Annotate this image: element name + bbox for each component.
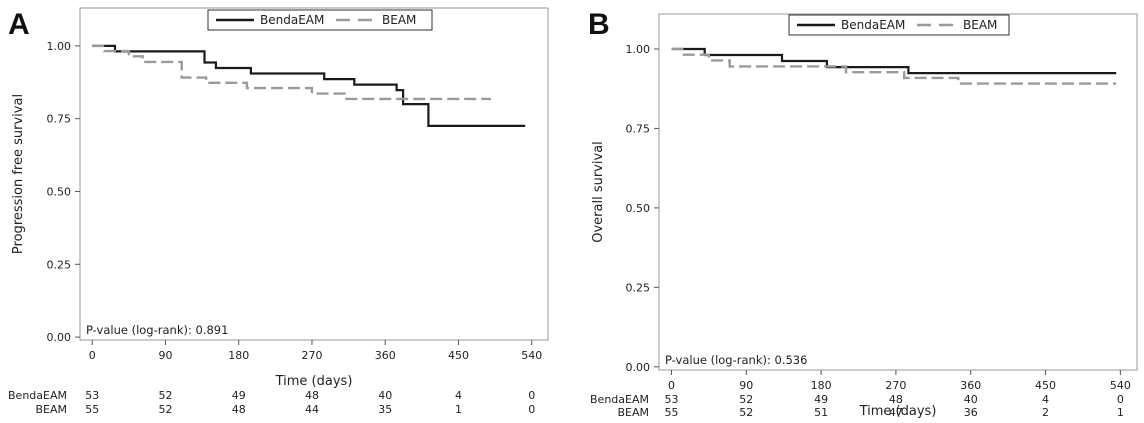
risk-value: 49 bbox=[232, 389, 246, 402]
x-tick-label: 360 bbox=[375, 349, 396, 362]
x-tick-label: 180 bbox=[811, 379, 832, 392]
x-tick-label: 0 bbox=[668, 379, 675, 392]
legend-box bbox=[207, 9, 433, 31]
y-tick-label: 0.00 bbox=[626, 361, 651, 374]
risk-row-label: BendaEAM bbox=[8, 389, 67, 402]
x-tick-label: 360 bbox=[960, 379, 981, 392]
risk-value: 52 bbox=[158, 389, 172, 402]
risk-value: 4 bbox=[455, 389, 462, 402]
risk-value: 40 bbox=[378, 389, 392, 402]
x-tick-label: 90 bbox=[158, 349, 172, 362]
risk-value: 55 bbox=[664, 406, 678, 419]
series-line-bendaeam bbox=[92, 44, 526, 127]
x-axis-label: Time (days) bbox=[275, 374, 353, 389]
y-tick-label: 0.25 bbox=[626, 281, 651, 294]
risk-value: 53 bbox=[85, 389, 99, 402]
risk-value: 55 bbox=[85, 403, 99, 416]
risk-value: 53 bbox=[664, 393, 678, 406]
y-tick-label: 0.00 bbox=[47, 331, 72, 344]
x-tick-label: 270 bbox=[885, 379, 906, 392]
risk-value: 2 bbox=[1042, 406, 1049, 419]
y-axis-label: Overall survival bbox=[591, 141, 606, 243]
y-tick-label: 0.50 bbox=[47, 185, 72, 198]
x-tick-label: 540 bbox=[1110, 379, 1131, 392]
plot-frame bbox=[658, 13, 1138, 371]
risk-value: 48 bbox=[305, 389, 319, 402]
risk-row-label: BendaEAM bbox=[590, 393, 649, 406]
risk-value: 0 bbox=[528, 403, 535, 416]
risk-value: 47 bbox=[889, 406, 903, 419]
risk-value: 36 bbox=[964, 406, 978, 419]
risk-value: 40 bbox=[964, 393, 978, 406]
plot-frame bbox=[79, 7, 549, 341]
risk-value: 52 bbox=[739, 406, 753, 419]
x-tick-label: 270 bbox=[301, 349, 322, 362]
x-tick-label: 450 bbox=[1035, 379, 1056, 392]
legend: BendaEAM BEAM bbox=[788, 14, 1010, 36]
legend-label-beam: BEAM bbox=[382, 13, 416, 27]
risk-value: 1 bbox=[455, 403, 462, 416]
legend-label-bendaeam: BendaEAM bbox=[841, 18, 905, 32]
risk-value: 1 bbox=[1117, 406, 1124, 419]
series-line-beam bbox=[671, 47, 1117, 85]
chart-panel-b: B0 90 180 270 360 450 5400.000.250.500.751.00T… bbox=[588, 8, 1138, 419]
x-axis-label: Time (days) bbox=[859, 404, 937, 419]
x-tick-label: 90 bbox=[739, 379, 753, 392]
x-tick-label: 540 bbox=[521, 349, 542, 362]
risk-value: 51 bbox=[814, 406, 828, 419]
risk-value: 49 bbox=[814, 393, 828, 406]
chart-panel-a: A 0 90 180 270 360 450 540 0.00 0.25 0.50 0.75 1.00 T… bbox=[8, 7, 549, 416]
risk-row-label: BEAM bbox=[617, 406, 649, 419]
legend-label-beam: BEAM bbox=[963, 18, 997, 32]
y-tick-label: 0.25 bbox=[47, 258, 72, 271]
risk-value: 52 bbox=[739, 393, 753, 406]
x-tick-label: 450 bbox=[448, 349, 469, 362]
y-tick-label: 1.00 bbox=[47, 40, 72, 53]
y-tick-label: 0.75 bbox=[626, 122, 651, 135]
x-tick-label: 0 bbox=[89, 349, 96, 362]
series-line-bendaeam bbox=[671, 47, 1117, 75]
p-value-annotation: P-value (log-rank): 0.891 bbox=[86, 323, 228, 337]
panel-letter: B bbox=[588, 8, 610, 41]
risk-value: 35 bbox=[378, 403, 392, 416]
x-tick-label: 180 bbox=[228, 349, 249, 362]
risk-row-label: BEAM bbox=[35, 403, 67, 416]
legend-label-bendaeam: BendaEAM bbox=[260, 13, 324, 27]
p-value-annotation: P-value (log-rank): 0.536 bbox=[665, 353, 807, 367]
y-axis-label: Progression free survival bbox=[11, 94, 26, 254]
legend-box bbox=[788, 14, 1010, 36]
risk-value: 0 bbox=[528, 389, 535, 402]
y-tick-label: 1.00 bbox=[626, 43, 651, 56]
legend: BendaEAM BEAM bbox=[207, 9, 433, 31]
risk-value: 48 bbox=[889, 393, 903, 406]
risk-value: 44 bbox=[305, 403, 319, 416]
y-tick-label: 0.75 bbox=[47, 113, 72, 126]
panel-letter: A bbox=[8, 8, 30, 41]
risk-value: 4 bbox=[1042, 393, 1049, 406]
risk-value: 52 bbox=[158, 403, 172, 416]
risk-value: 0 bbox=[1117, 393, 1124, 406]
y-tick-label: 0.50 bbox=[626, 202, 651, 215]
series-line-beam bbox=[92, 44, 491, 101]
risk-value: 48 bbox=[232, 403, 246, 416]
